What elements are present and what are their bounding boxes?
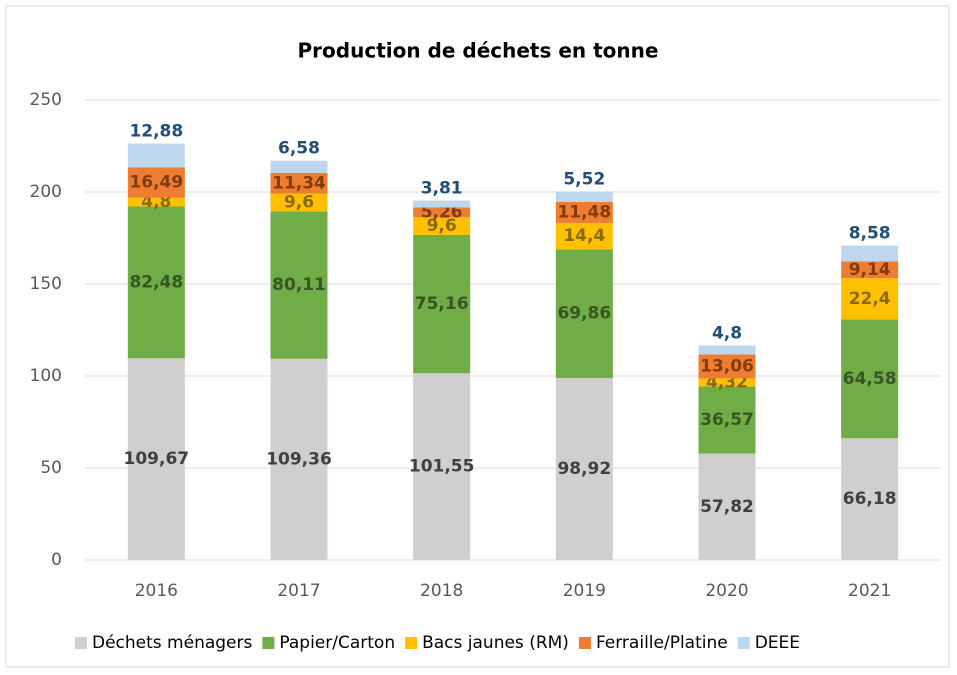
- bar-segment: [413, 200, 471, 208]
- bar-segment: [841, 438, 899, 560]
- bar-segment: [270, 211, 328, 359]
- legend-label: Déchets ménagers: [92, 633, 253, 653]
- bar-segment: [270, 172, 328, 194]
- bar-segment: [127, 358, 185, 560]
- bar-segment: [841, 319, 899, 439]
- data-label: 12,88: [129, 122, 183, 142]
- data-label: 13,06: [700, 356, 754, 376]
- data-label: 3,81: [421, 179, 463, 199]
- bar-segment: [841, 278, 899, 320]
- data-label: 80,11: [272, 275, 326, 295]
- legend-label: Ferraille/Platine: [596, 633, 728, 653]
- data-label: 16,49: [129, 172, 183, 192]
- data-label: 98,92: [557, 459, 611, 479]
- data-label: 75,16: [415, 294, 469, 314]
- bar-segment: [127, 206, 185, 359]
- bar-segment: [698, 345, 756, 355]
- bar-segment: [555, 201, 613, 223]
- bar-segment: [841, 261, 899, 279]
- bar-segment: [413, 217, 471, 235]
- y-tick-label: 50: [40, 458, 62, 478]
- bar-segment: [841, 245, 899, 262]
- data-label: 36,57: [700, 410, 754, 430]
- legend-swatch: [737, 637, 750, 649]
- bar-segment: [698, 378, 756, 387]
- legend-swatch: [405, 637, 418, 649]
- bar-segment: [270, 193, 328, 212]
- legend-swatch: [262, 637, 275, 649]
- x-tick-label: 2018: [420, 581, 463, 601]
- bar-segment: [270, 358, 328, 560]
- data-label: 9,14: [849, 260, 891, 280]
- x-tick-label: 2016: [135, 581, 178, 601]
- chart-title: Production de déchets en tonne: [298, 39, 659, 63]
- y-tick-label: 150: [30, 274, 62, 294]
- bar-segment: [413, 373, 471, 560]
- y-tick-label: 0: [51, 550, 62, 570]
- data-label: 22,4: [849, 289, 891, 309]
- bar-segment: [555, 249, 613, 378]
- data-label: 11,34: [272, 173, 326, 193]
- data-label: 82,48: [129, 272, 183, 292]
- legend-label: Bacs jaunes (RM): [422, 633, 569, 653]
- data-label: 57,82: [700, 497, 754, 517]
- data-label: 69,86: [557, 304, 611, 324]
- legend-label: Papier/Carton: [279, 633, 395, 653]
- data-label: 109,67: [124, 449, 190, 469]
- y-tick-label: 250: [30, 90, 62, 110]
- bar-segment: [698, 453, 756, 560]
- bar-segment: [555, 191, 613, 202]
- bar-segment: [270, 160, 328, 173]
- data-label: 11,48: [557, 202, 611, 222]
- bar-segment: [127, 167, 185, 198]
- bar-segment: [127, 197, 185, 207]
- x-tick-label: 2020: [705, 581, 748, 601]
- bar-segment: [555, 222, 613, 250]
- data-label: 5,52: [563, 170, 605, 190]
- x-tick-label: 2021: [848, 581, 891, 601]
- y-tick-label: 100: [30, 366, 62, 386]
- bar-segment: [413, 207, 471, 218]
- data-label: 64,58: [843, 369, 897, 389]
- data-label: 14,4: [563, 226, 605, 246]
- legend-swatch: [578, 637, 591, 649]
- legend-swatch: [75, 637, 87, 649]
- legend-label: DEEE: [755, 633, 800, 653]
- data-label: 8,58: [849, 224, 891, 244]
- data-label: 101,55: [409, 457, 475, 477]
- data-label: 4,8: [712, 324, 742, 344]
- data-label: 66,18: [843, 489, 897, 509]
- bar-segment: [413, 234, 471, 374]
- data-label: 6,58: [278, 139, 320, 159]
- bar-segment: [127, 143, 185, 168]
- bar-segment: [698, 386, 756, 454]
- data-label: 9,6: [427, 216, 457, 236]
- bar-segment: [555, 377, 613, 560]
- data-label: 9,6: [284, 193, 314, 213]
- x-tick-label: 2017: [277, 581, 320, 601]
- data-label: 109,36: [266, 449, 332, 469]
- y-tick-label: 200: [30, 182, 62, 202]
- bar-segment: [698, 354, 756, 379]
- x-tick-label: 2019: [563, 581, 606, 601]
